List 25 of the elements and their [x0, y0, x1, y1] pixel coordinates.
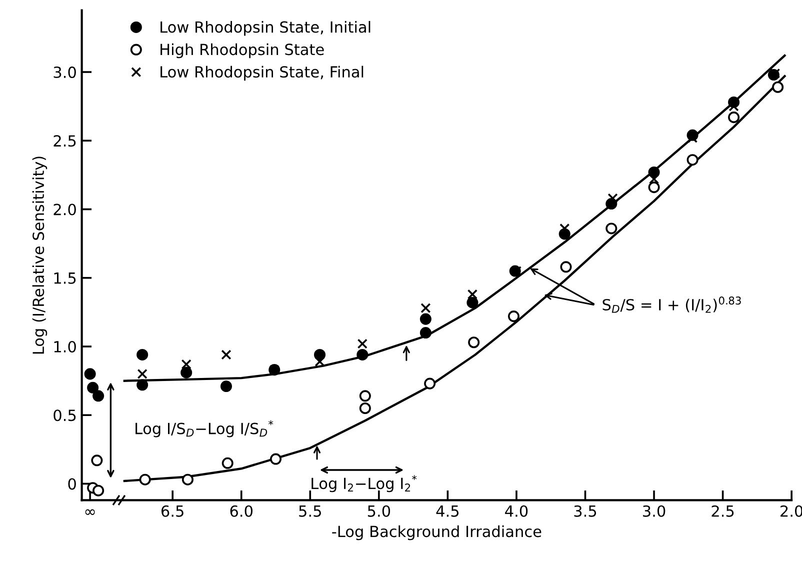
- y-tick-label: 0.5: [54, 410, 76, 422]
- x-tick-label: 4.5: [436, 506, 459, 517]
- legend-label: High Rhodopsin State: [160, 43, 324, 58]
- x-tick-label: 3.0: [643, 505, 666, 517]
- legend-label: Low Rhodopsin State, Initial: [160, 20, 370, 36]
- x-tick-label: 6.0: [230, 505, 252, 517]
- x-axis-title: -Log Background Irradiance: [332, 525, 542, 540]
- x-tick-label: 5.0: [368, 505, 390, 517]
- x-tick-label: 5.5: [299, 506, 321, 517]
- annotation: Log I$_{2}$−Log I$_{2}$$^{*}$: [312, 475, 417, 492]
- y-tick-label: 2.5: [54, 135, 76, 147]
- legend-label: Low Rhodopsin State, Final: [160, 66, 364, 81]
- y-tick-label: 1.5: [54, 272, 76, 284]
- x-tick-label: 6.5: [162, 505, 184, 517]
- annotation: S$_{D}$/S = I + (I/I$_{2}$)$^{0.83}$: [602, 296, 741, 313]
- annotation: Log I/S$_{D}$−Log I/S$_{D}$$^{*}$: [136, 420, 274, 438]
- y-tick-label: 1.0: [54, 340, 76, 353]
- y-tick-label: 2.0: [54, 204, 76, 216]
- x-tick-label: 4.0: [505, 505, 528, 517]
- y-axis-title: Log (I/Relative Sensitivity): [32, 156, 48, 354]
- y-tick-label: 3.0: [54, 66, 76, 78]
- x-tick-label: 2.5: [712, 505, 734, 517]
- x-tick-label: 3.5: [574, 505, 596, 517]
- x-tick-label: ∞: [85, 509, 95, 515]
- y-tick-label: 0: [68, 478, 76, 490]
